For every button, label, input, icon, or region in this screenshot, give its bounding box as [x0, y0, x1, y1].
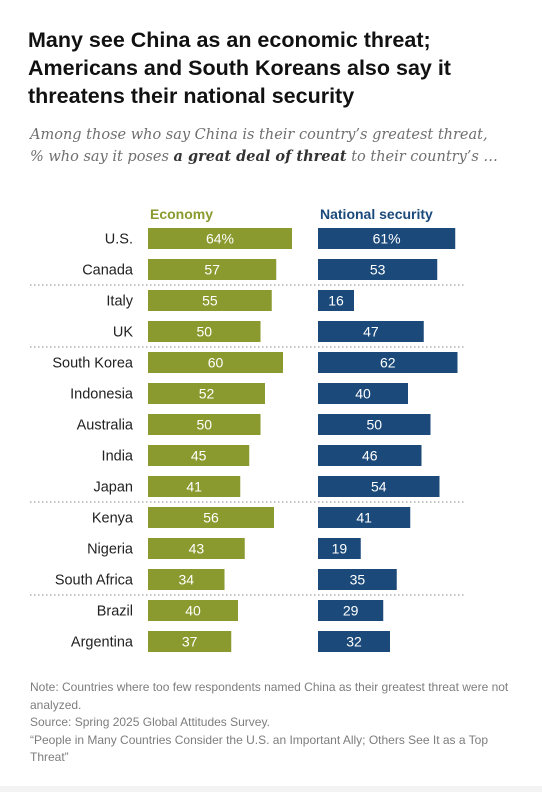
note-text: Note: Countries where too few respondent… — [30, 680, 509, 712]
data-label: 32 — [346, 634, 362, 650]
subtitle-emphasis: a great deal of threat — [173, 148, 347, 165]
data-label: 19 — [332, 541, 348, 557]
bar-economy — [148, 352, 283, 373]
data-label: 52 — [199, 386, 215, 402]
data-label: 41 — [356, 510, 372, 526]
data-label: 43 — [189, 541, 205, 557]
data-label: 50 — [196, 417, 212, 433]
data-label: 62 — [380, 355, 396, 371]
category-label: South Korea — [52, 356, 134, 372]
bar-economy — [148, 538, 245, 559]
bar-economy — [148, 507, 274, 528]
report-title: “People in Many Countries Consider the U… — [30, 732, 489, 765]
data-label: 35 — [350, 572, 366, 588]
data-label: 56 — [203, 510, 219, 526]
subtitle-text-1: Among those who say China is their count… — [30, 127, 488, 165]
series-header-0: Economy — [150, 206, 213, 222]
data-label: 41 — [186, 479, 202, 495]
bar-national-security — [318, 538, 361, 559]
bar-national-security — [318, 352, 458, 373]
bar-national-security — [318, 228, 456, 249]
data-label: 45 — [191, 448, 207, 464]
category-label: Kenya — [92, 511, 134, 527]
bar-economy — [148, 259, 277, 280]
chart-notes: Note: Countries where too few respondent… — [30, 679, 510, 767]
bar-economy — [148, 290, 272, 311]
data-label: 50 — [196, 324, 212, 340]
data-label: 16 — [328, 293, 344, 309]
data-label: 47 — [363, 324, 379, 340]
data-label: 55 — [202, 293, 218, 309]
data-label: 61% — [373, 231, 401, 247]
bar-economy — [148, 600, 238, 621]
data-label: 57 — [204, 262, 220, 278]
chart-title: Many see China as an economic threat; Am… — [28, 28, 451, 108]
bar-national-security — [318, 383, 408, 404]
data-label: 40 — [185, 603, 201, 619]
data-label: 50 — [366, 417, 382, 433]
bar-economy — [148, 631, 232, 652]
bar-national-security — [318, 507, 411, 528]
bar-national-security — [318, 569, 397, 590]
bar-national-security — [318, 290, 354, 311]
bar-national-security — [318, 445, 422, 466]
category-label: Argentina — [71, 635, 134, 651]
bar-national-security — [318, 631, 390, 652]
category-label: Nigeria — [87, 542, 134, 558]
category-label: Italy — [106, 294, 133, 310]
data-label: 64% — [206, 231, 234, 247]
bar-economy — [148, 569, 225, 590]
data-label: 54 — [371, 479, 387, 495]
data-label: 37 — [182, 634, 198, 650]
data-label: 29 — [343, 603, 359, 619]
subtitle-text-2: to their country’s … — [346, 149, 498, 165]
data-label: 34 — [178, 572, 194, 588]
bar-economy — [148, 414, 261, 435]
bar-economy — [148, 321, 261, 342]
bar-economy — [148, 383, 265, 404]
category-label: Canada — [82, 263, 134, 279]
bar-national-security — [318, 321, 424, 342]
bar-economy — [148, 445, 250, 466]
data-label: 53 — [370, 262, 386, 278]
data-label: 46 — [362, 448, 378, 464]
chart-subtitle: Among those who say China is their count… — [30, 124, 500, 168]
data-label: 60 — [208, 355, 224, 371]
source-text: Source: Spring 2025 Global Attitudes Sur… — [30, 715, 270, 729]
bar-economy — [148, 228, 292, 249]
category-label: India — [102, 449, 134, 465]
bar-economy — [148, 476, 241, 497]
bar-national-security — [318, 600, 384, 621]
category-label: Indonesia — [70, 387, 134, 403]
series-header-1: National security — [320, 206, 433, 222]
bar-national-security — [318, 259, 438, 280]
category-label: South Africa — [55, 573, 134, 589]
bar-national-security — [318, 414, 431, 435]
bar-chart: Economy National security U.S. 64% 61% Canada… — [30, 206, 466, 652]
category-label: Australia — [77, 418, 134, 434]
data-label: 40 — [355, 386, 371, 402]
bottom-border — [0, 786, 542, 792]
category-label: U.S. — [105, 232, 133, 248]
category-label: Brazil — [97, 604, 133, 620]
category-label: UK — [113, 325, 133, 341]
bar-national-security — [318, 476, 440, 497]
category-label: Japan — [93, 480, 133, 496]
